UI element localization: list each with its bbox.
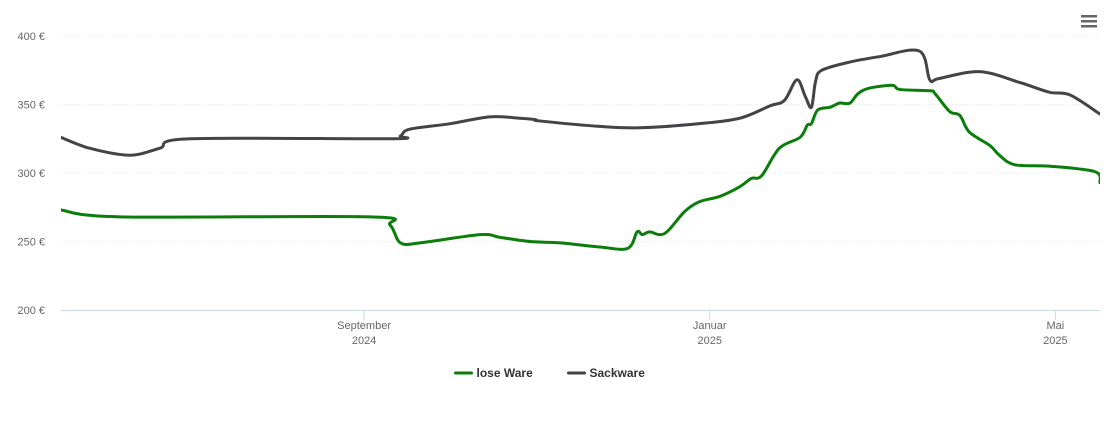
x-tick-label: Mai 2025 <box>1043 320 1067 347</box>
menu-bar <box>1081 20 1097 23</box>
legend-label: Sackware <box>590 366 646 380</box>
legend: lose Ware Sackware <box>454 366 646 380</box>
y-tick-label: 400 € <box>17 31 45 43</box>
series-line <box>61 83 1100 251</box>
y-tick-label: 300 € <box>17 168 45 180</box>
y-tick-label: 200 € <box>17 305 45 317</box>
series-line <box>61 48 1100 157</box>
legend-label: lose Ware <box>477 366 534 380</box>
menu-icon[interactable] <box>1081 15 1097 28</box>
y-tick-label: 350 € <box>17 100 45 112</box>
x-tick-label: September 2024 <box>337 320 391 347</box>
x-tick-label: Januar 2025 <box>693 320 727 347</box>
menu-bar <box>1081 25 1097 28</box>
y-tick-label: 250 € <box>17 237 45 249</box>
menu-bar <box>1081 15 1097 18</box>
